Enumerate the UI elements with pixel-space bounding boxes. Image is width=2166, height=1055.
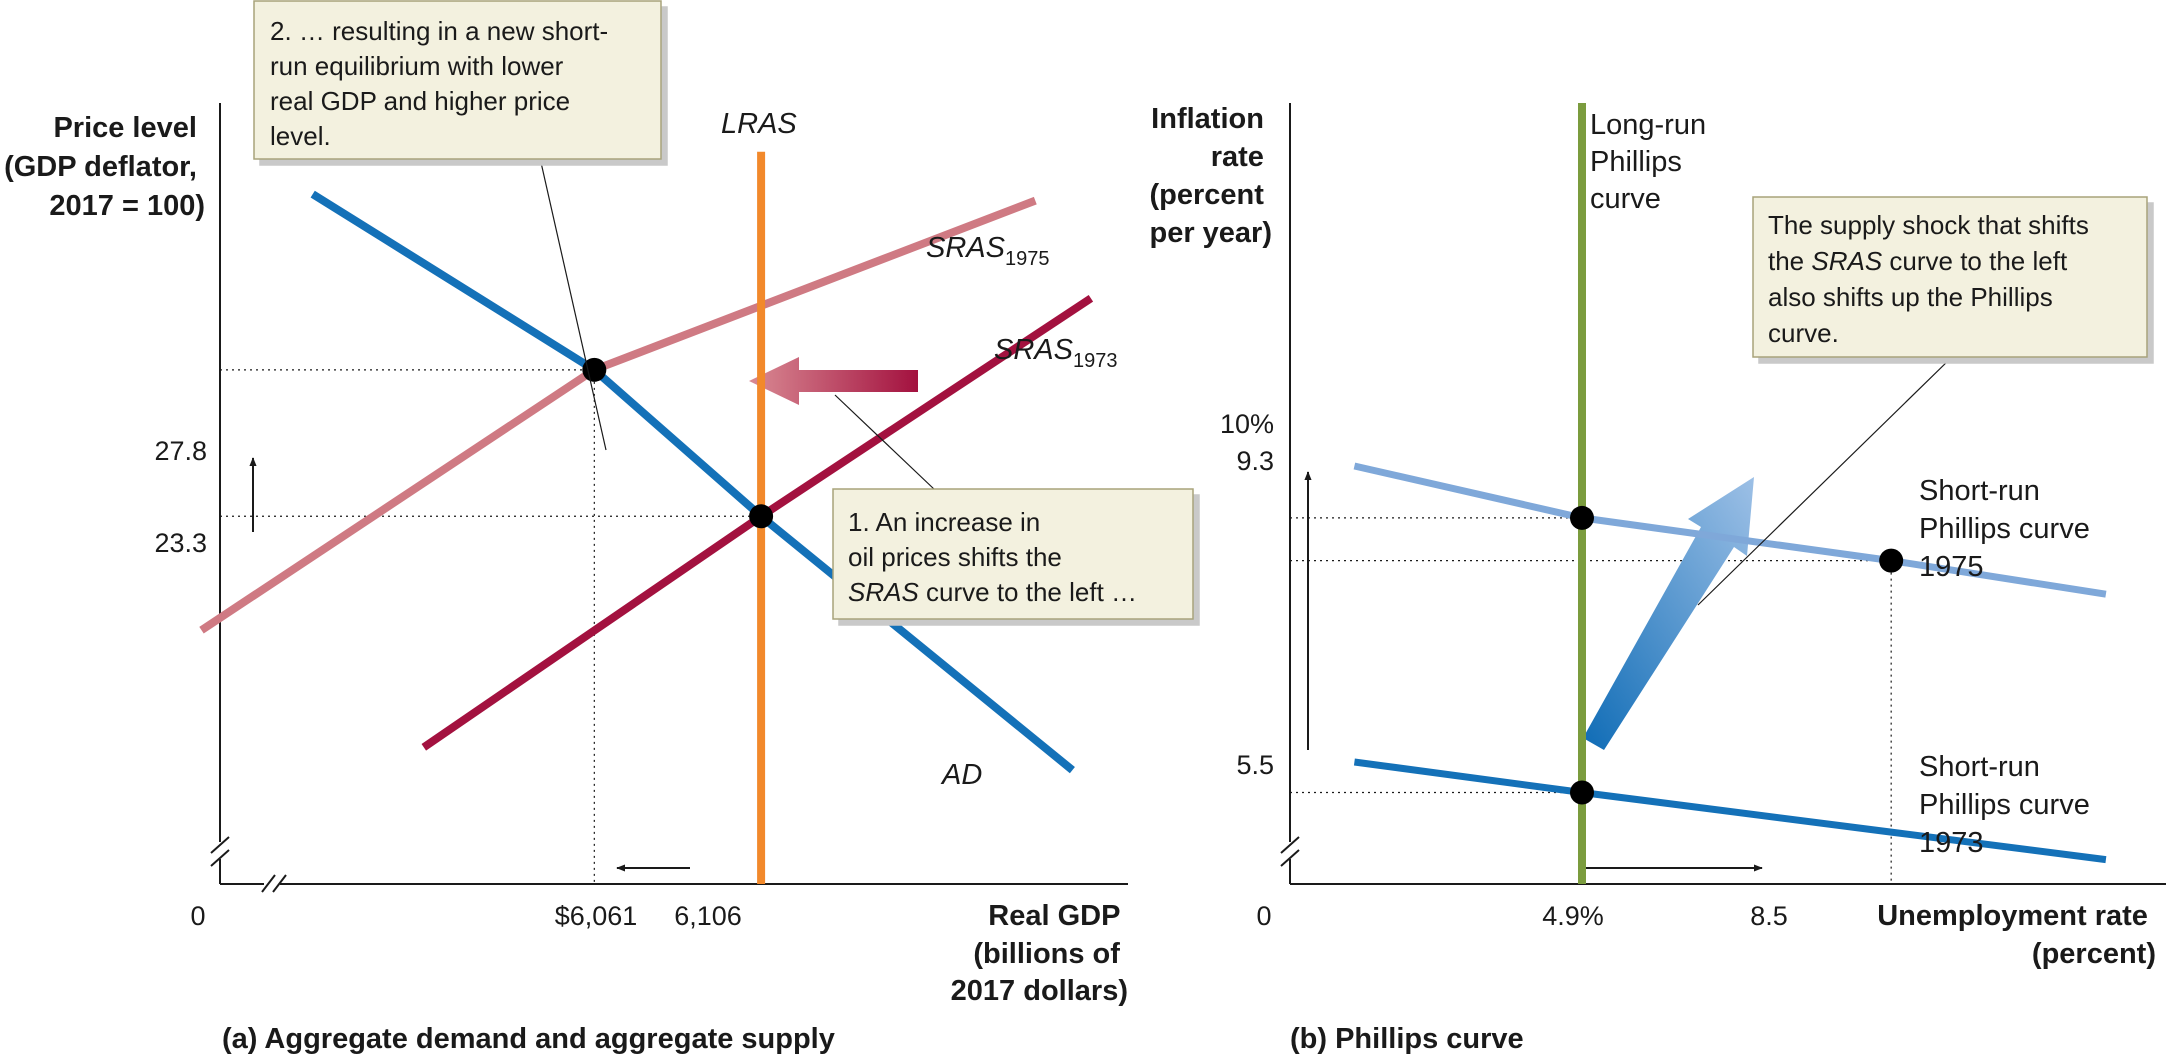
sras-1973-label-main: SRAS xyxy=(994,334,1074,366)
x-tick-a-6061: $6,061 xyxy=(555,901,638,931)
x-axis-label-b-line-2: (percent) xyxy=(2032,938,2156,970)
srpc-1973-label-line-3: 1973 xyxy=(1919,827,1984,859)
ad-label: AD xyxy=(940,759,982,791)
callout-3-line-3: also shifts up the Phillips xyxy=(1768,282,2053,312)
callout-1-leader xyxy=(834,394,936,491)
equilibria-b xyxy=(1570,505,1904,805)
srpc-1973-curve xyxy=(1353,758,2107,864)
sras-1975-label-main: SRAS xyxy=(926,232,1006,264)
y-tick-b-9.3: 9.3 xyxy=(1236,446,1274,476)
srpc-1973-label-line-2: Phillips curve xyxy=(1919,789,2090,821)
y-axis-label-b: Inflation rate (percent per year) xyxy=(1149,103,1272,249)
srpc-1975-label-line-2: Phillips curve xyxy=(1919,513,2090,545)
panel-a-ad-as: Price level (GDP deflator, 2017 = 100) 2… xyxy=(4,0,1194,1055)
callout-2: 2. … resulting in a new short- run equil… xyxy=(253,0,662,160)
equilibrium-point-a-1 xyxy=(749,504,774,529)
equilibrium-point-b-2 xyxy=(1570,780,1594,805)
callout-1-line-1: 1. An increase in xyxy=(848,507,1040,537)
y-axis-label-b-line-2: rate xyxy=(1211,141,1264,173)
callout-3-line-2-post: curve to the left xyxy=(1882,246,2068,276)
callout-1-line-2: oil prices shifts the xyxy=(848,542,1062,572)
y-axis-label-b-line-4: per year) xyxy=(1149,217,1272,249)
caption-b: (b) Phillips curve xyxy=(1290,1023,1524,1055)
ad-curve xyxy=(310,190,1075,774)
x-tick-b-8.5: 8.5 xyxy=(1750,901,1788,931)
axis-break-y-b xyxy=(1280,836,1300,867)
callout-3-line-1: The supply shock that shifts xyxy=(1768,210,2089,240)
y-tick-a-27.8: 27.8 xyxy=(154,436,207,466)
srpc-1973-label-line-1: Short-run xyxy=(1919,751,2040,783)
callout-3-line-2-pre: the xyxy=(1768,246,1811,276)
lrpc-label-line-2: Phillips xyxy=(1590,146,1682,178)
callout-3-line-2: the SRAS curve to the left xyxy=(1768,246,2068,276)
y-axis-label-a-line-3: 2017 = 100) xyxy=(49,190,205,222)
curves-b xyxy=(1353,103,2107,884)
x-axis-label-b-line-1: Unemployment rate xyxy=(1877,900,2148,932)
srpc-1973-label: Short-run Phillips curve 1973 xyxy=(1919,751,2098,859)
panel-b-phillips-curve: Inflation rate (percent per year) 10% 9.… xyxy=(1149,103,2166,1055)
caption-a: (a) Aggregate demand and aggregate suppl… xyxy=(222,1023,835,1055)
callout-3-sras-word: SRAS xyxy=(1811,246,1882,276)
callout-2-line-4: level. xyxy=(270,121,331,151)
lrpc-label-line-3: curve xyxy=(1590,183,1661,215)
x-tick-b-4.9: 4.9% xyxy=(1542,901,1604,931)
y-tick-a-23.3: 23.3 xyxy=(154,528,207,558)
lrpc-label: Long-run Phillips curve xyxy=(1590,109,1714,215)
callout-3: The supply shock that shifts the SRAS cu… xyxy=(1752,196,2148,358)
sras-1973-label: SRAS1973 xyxy=(994,334,1117,372)
y-tick-b-5.5: 5.5 xyxy=(1236,750,1274,780)
equilibrium-point-b-1 xyxy=(1879,548,1904,573)
callout-2-box xyxy=(253,0,662,160)
phillips-shift-arrow xyxy=(1583,477,1754,750)
equilibrium-point-b-0 xyxy=(1570,505,1594,530)
srpc-1975-label: Short-run Phillips curve 1975 xyxy=(1919,475,2098,583)
srpc-1975-curve xyxy=(1353,462,2107,598)
y-axis-label-a-line-2: (GDP deflator, xyxy=(4,151,197,183)
callout-3-leader xyxy=(1697,356,1953,606)
x-axis-label-a: Real GDP (billions of 2017 dollars) xyxy=(951,900,1128,1007)
callout-1-box xyxy=(832,488,1194,620)
sras-1975-label: SRAS1975 xyxy=(926,232,1049,270)
guides-a xyxy=(220,369,762,884)
callout-2-text: 2. … resulting in a new short- run equil… xyxy=(270,16,615,151)
axis-break-x-a xyxy=(261,874,287,893)
origin-label-b: 0 xyxy=(1256,901,1271,931)
x-axis-label-a-line-2: (billions of xyxy=(973,938,1120,970)
callout-3-text: The supply shock that shifts the SRAS cu… xyxy=(1768,210,2096,348)
callout-1-sras-word: SRAS xyxy=(848,577,919,607)
callout-3-line-4: curve. xyxy=(1768,318,1839,348)
y-axis-label-b-line-1: Inflation xyxy=(1151,103,1264,135)
x-axis-label-b: Unemployment rate (percent) xyxy=(1877,900,2156,970)
srpc-1975-label-line-1: Short-run xyxy=(1919,475,2040,507)
callout-1-line-3-rest: curve to the left … xyxy=(919,577,1137,607)
axis-break-y-a xyxy=(210,836,230,867)
callout-3-box xyxy=(1752,196,2148,358)
equilibria-a xyxy=(582,357,774,529)
sras-1975-label-sub: 1975 xyxy=(1005,248,1050,270)
y-axis-label-b-line-3: (percent xyxy=(1150,179,1265,211)
callout-2-leader xyxy=(539,157,607,451)
lrpc-label-line-1: Long-run xyxy=(1590,109,1706,141)
y-axis-label-a: Price level (GDP deflator, 2017 = 100) xyxy=(4,112,205,222)
y-tick-b-10: 10% xyxy=(1220,409,1274,439)
callout-2-line-1: 2. … resulting in a new short- xyxy=(270,16,608,46)
callout-2-line-2: run equilibrium with lower xyxy=(270,51,564,81)
origin-label-a: 0 xyxy=(190,901,205,931)
srpc-1975-label-line-3: 1975 xyxy=(1919,551,1984,583)
callout-1-line-3: SRAS curve to the left … xyxy=(848,577,1137,607)
guides-b xyxy=(1290,517,1892,884)
x-axis-label-a-line-3: 2017 dollars) xyxy=(951,975,1128,1007)
lras-label: LRAS xyxy=(721,108,797,140)
callout-2-line-3: real GDP and higher price xyxy=(270,86,570,116)
x-tick-a-6106: 6,106 xyxy=(674,901,742,931)
x-axis-label-a-line-1: Real GDP xyxy=(988,900,1120,932)
callout-1: 1. An increase in oil prices shifts the … xyxy=(832,488,1194,620)
sras-shift-arrow xyxy=(749,357,918,405)
callout-1-text: 1. An increase in oil prices shifts the … xyxy=(848,507,1137,607)
equilibrium-point-a-0 xyxy=(582,357,607,382)
sras-1973-label-sub: 1973 xyxy=(1073,350,1118,372)
y-axis-label-a-line-1: Price level xyxy=(53,112,197,144)
